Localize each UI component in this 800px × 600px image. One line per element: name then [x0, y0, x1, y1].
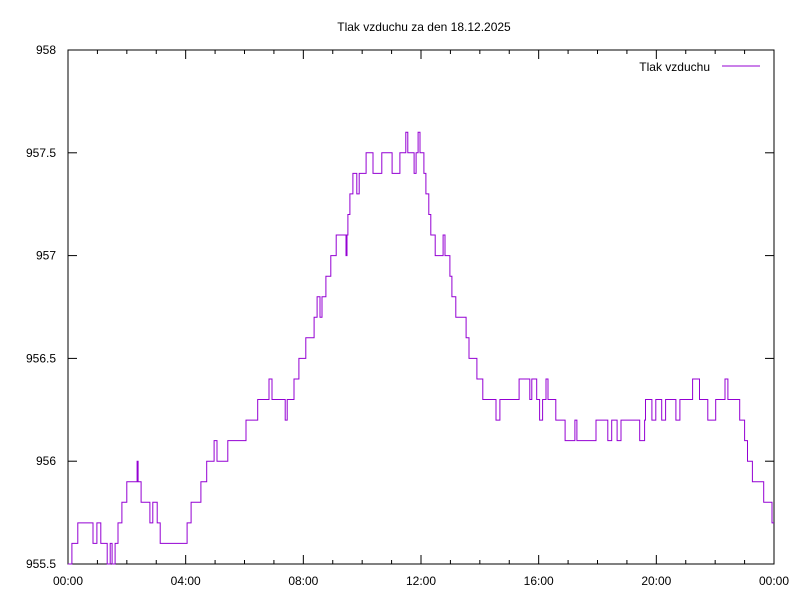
x-tick-label: 08:00	[288, 574, 318, 588]
y-tick-label: 957	[36, 249, 56, 263]
chart-title: Tlak vzduchu za den 18.12.2025	[337, 20, 511, 34]
x-tick-label: 04:00	[171, 574, 201, 588]
x-tick-label: 20:00	[641, 574, 671, 588]
x-tick-label: 16:00	[524, 574, 554, 588]
y-tick-label: 956.5	[26, 351, 56, 365]
x-tick-label: 00:00	[53, 574, 83, 588]
legend-label: Tlak vzduchu	[639, 60, 710, 74]
y-tick-label: 955.5	[26, 557, 56, 571]
legend: Tlak vzduchu	[639, 60, 760, 74]
series-line-0	[68, 131, 774, 565]
y-tick-label: 957.5	[26, 146, 56, 160]
y-tick-label: 956	[36, 454, 56, 468]
axes: 955.5 956 956.5 957 957.5 958 00:00 04:00 08:00 1…	[26, 43, 789, 588]
x-tick-label: 12:00	[406, 574, 436, 588]
y-tick-label: 958	[36, 43, 56, 57]
x-tick-label: 00:00	[759, 574, 789, 588]
plot-border	[67, 49, 775, 565]
plot-area	[68, 131, 774, 565]
